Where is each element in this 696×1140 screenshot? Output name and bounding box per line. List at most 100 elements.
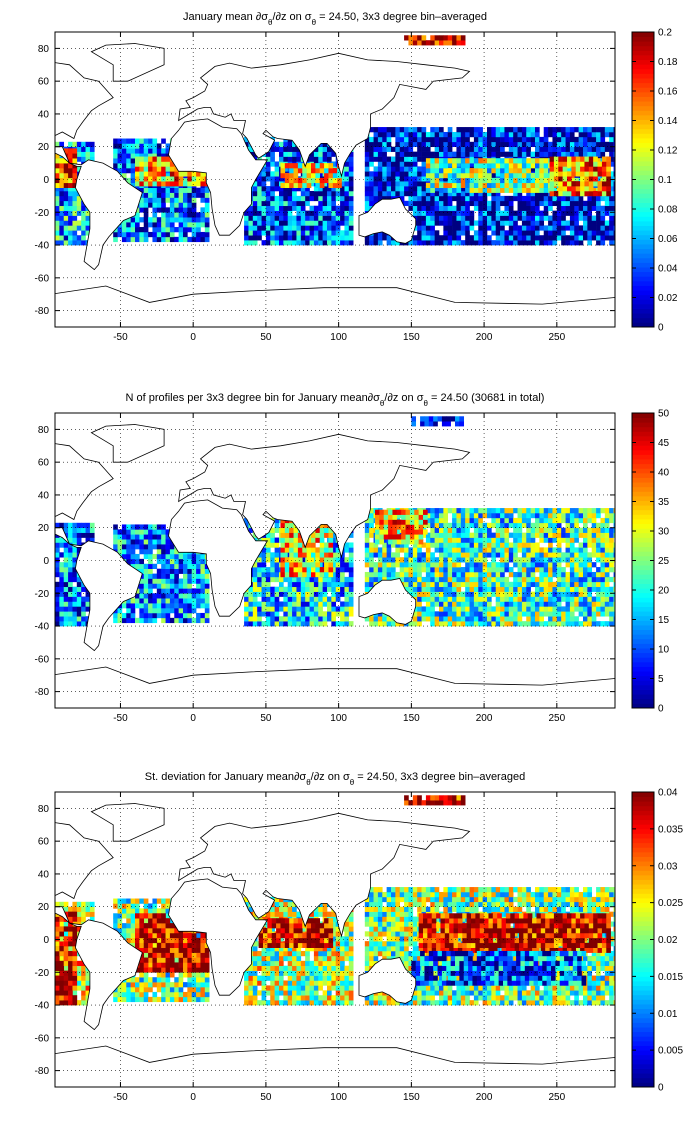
heatmap-cell	[257, 606, 262, 612]
heatmap-cell	[113, 153, 118, 159]
heatmap-cell	[600, 215, 606, 221]
heatmap-cell	[495, 131, 501, 138]
heatmap-cell	[565, 240, 571, 246]
heatmap-cell	[600, 230, 606, 236]
heatmap-cell	[434, 230, 440, 236]
heatmap-cell	[252, 210, 258, 216]
heatmap-cell	[417, 621, 422, 627]
heatmap-cell	[335, 586, 341, 592]
heatmap-cell	[322, 611, 328, 617]
heatmap-cell	[535, 168, 540, 174]
heatmap-cell	[456, 195, 462, 202]
heatmap-cell	[72, 235, 78, 241]
colorbar-segment	[632, 244, 654, 250]
heatmap-cell	[331, 606, 337, 612]
heatmap-cell	[85, 532, 91, 538]
heatmap-cell	[526, 190, 531, 197]
heatmap-cell	[265, 205, 271, 211]
heatmap-cell	[473, 146, 479, 152]
heatmap-cell	[439, 606, 444, 612]
heatmap-cell	[521, 158, 527, 164]
heatmap-cell	[279, 215, 284, 221]
heatmap-cell	[417, 606, 422, 612]
heatmap-cell	[72, 586, 78, 592]
heatmap-cell	[121, 603, 127, 609]
heatmap-cell	[148, 603, 153, 609]
heatmap-cell	[183, 177, 188, 184]
colorbar-segment	[632, 114, 654, 120]
heatmap-cell	[460, 616, 466, 622]
heatmap-cell	[369, 141, 374, 148]
heatmap-cell	[287, 606, 293, 612]
heatmap-cell	[434, 40, 440, 46]
heatmap-cell	[430, 190, 435, 197]
heatmap-cell	[417, 131, 422, 138]
heatmap-cell	[469, 210, 475, 216]
heatmap-cell	[478, 177, 483, 184]
heatmap-cell	[72, 205, 78, 211]
heatmap-cell	[604, 230, 610, 236]
heatmap-cell	[412, 181, 418, 187]
heatmap-cell	[452, 611, 457, 617]
heatmap-cell	[55, 172, 60, 179]
heatmap-cell	[191, 588, 197, 594]
heatmap-cell	[287, 215, 293, 221]
heatmap-cell	[508, 172, 514, 179]
heatmap-cell	[478, 136, 483, 143]
heatmap-cell	[456, 235, 462, 241]
heatmap-cell	[292, 591, 297, 597]
heatmap-cell	[478, 151, 483, 157]
heatmap-cell	[430, 230, 435, 236]
heatmap-cell	[443, 512, 449, 519]
heatmap-cell	[369, 621, 374, 627]
heatmap-cell	[526, 168, 531, 174]
heatmap-cell	[395, 512, 401, 519]
heatmap-cell	[161, 553, 166, 560]
heatmap-cell	[417, 215, 422, 221]
heatmap-cell	[596, 215, 601, 221]
heatmap-cell	[421, 235, 427, 241]
heatmap-cell	[327, 240, 332, 246]
heatmap-cell	[187, 227, 193, 233]
heatmap-cell	[313, 195, 319, 202]
heatmap-cell	[174, 176, 179, 182]
heatmap-cell	[148, 568, 153, 574]
heatmap-cell	[391, 131, 396, 138]
heatmap-cell	[313, 205, 319, 211]
heatmap-cell	[296, 235, 302, 241]
colorbar-segment	[632, 119, 654, 125]
heatmap-cell	[331, 611, 337, 617]
heatmap-cell	[412, 161, 418, 167]
heatmap-cell	[504, 210, 510, 216]
heatmap-cell	[309, 581, 315, 588]
heatmap-cell	[161, 236, 166, 243]
heatmap-cell	[261, 562, 267, 568]
heatmap-cell	[85, 156, 91, 162]
heatmap-cell	[283, 586, 289, 592]
heatmap-cell	[596, 127, 601, 133]
heatmap-cell	[113, 236, 118, 243]
heatmap-cell	[395, 151, 401, 157]
heatmap-cell	[344, 591, 350, 597]
heatmap-cell	[517, 131, 523, 138]
heatmap-cell	[425, 517, 431, 524]
heatmap-cell	[280, 567, 286, 573]
heatmap-cell	[126, 153, 131, 159]
heatmap-cell	[148, 181, 153, 187]
heatmap-cell	[318, 151, 323, 157]
heatmap-cell	[270, 230, 275, 236]
heatmap-cell	[556, 127, 562, 133]
heatmap-cell	[465, 581, 470, 588]
heatmap-cell	[408, 195, 414, 202]
heatmap-cell	[274, 517, 280, 524]
heatmap-cell	[121, 222, 127, 228]
land-4	[178, 52, 471, 178]
heatmap-cell	[135, 143, 140, 149]
heatmap-cell	[178, 222, 184, 228]
heatmap-cell	[399, 195, 405, 202]
heatmap-cell	[89, 537, 95, 543]
heatmap-cell	[439, 522, 444, 529]
heatmap-cell	[495, 240, 501, 246]
heatmap-cell	[161, 148, 166, 154]
heatmap-cell	[68, 141, 73, 148]
